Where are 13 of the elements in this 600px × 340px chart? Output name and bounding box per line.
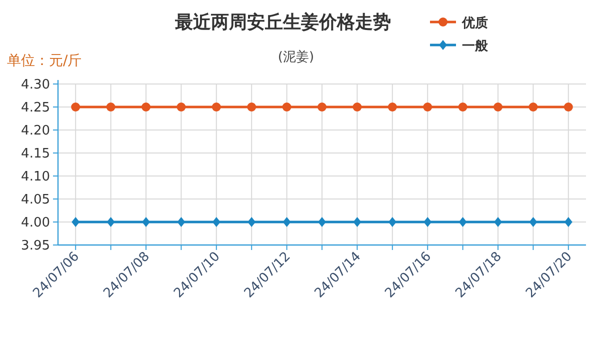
y-tick-label: 4.05 — [21, 192, 50, 208]
y-tick-label: 4.25 — [21, 100, 50, 116]
chart-title: 最近两周安丘生姜价格走势 — [174, 11, 391, 33]
legend-label: 一般 — [462, 39, 489, 54]
y-tick-label: 4.00 — [21, 216, 50, 230]
chart-subtitle: (泥姜) — [278, 49, 314, 65]
y-tick-label: 4.30 — [21, 78, 50, 92]
legend-label: 优质 — [461, 15, 488, 31]
y-tick-label: 4.10 — [21, 170, 50, 184]
y-tick-label: 4.20 — [21, 124, 50, 138]
y-axis-title: 单位：元/斤 — [7, 53, 82, 69]
y-tick-label: 4.15 — [21, 146, 50, 162]
y-tick-label: 3.95 — [21, 238, 50, 254]
